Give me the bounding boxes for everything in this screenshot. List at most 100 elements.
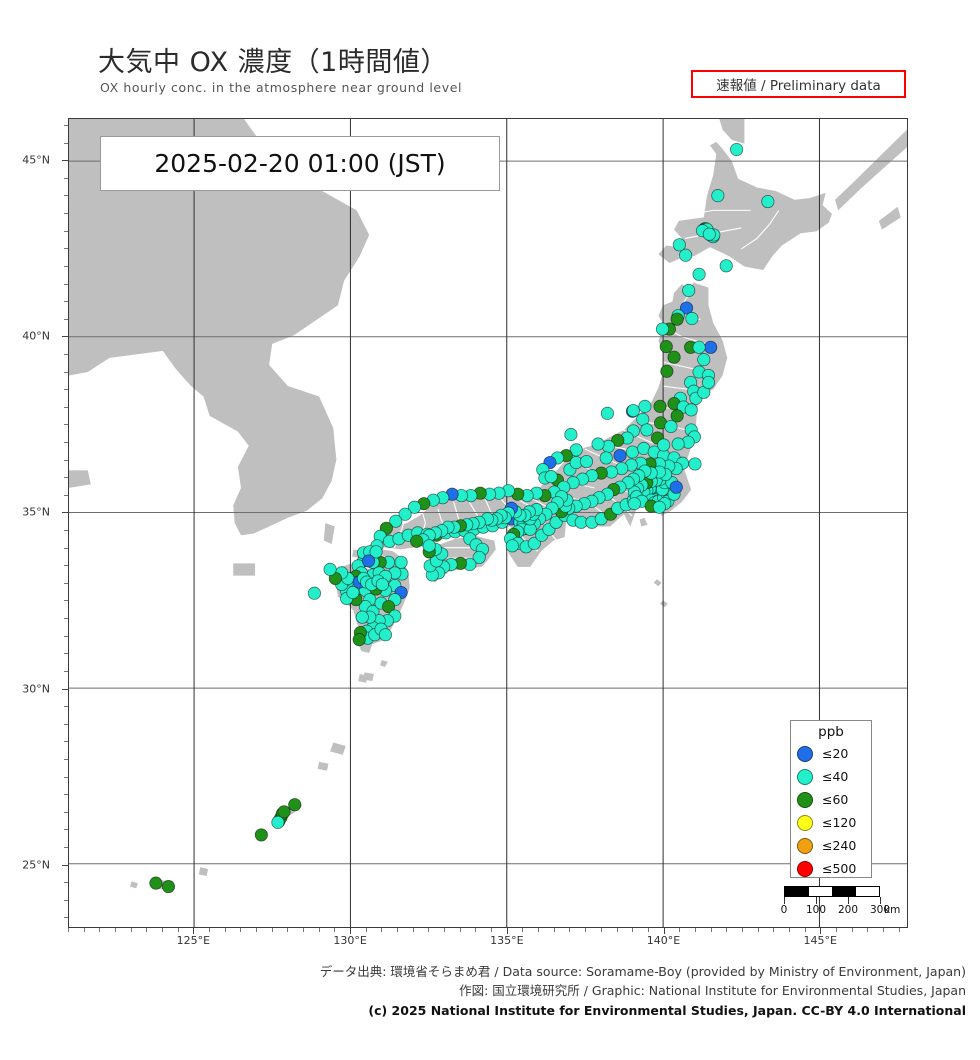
station-marker[interactable] (692, 267, 706, 281)
station-marker[interactable] (671, 437, 685, 451)
landmass-island-5 (330, 742, 346, 755)
station-marker[interactable] (704, 340, 718, 354)
station-marker[interactable] (679, 248, 693, 262)
station-marker[interactable] (254, 828, 268, 842)
station-marker[interactable] (613, 448, 627, 463)
station-marker[interactable] (277, 805, 291, 819)
x-axis-minor-tick (867, 928, 869, 932)
station-marker[interactable] (579, 454, 594, 469)
station-marker[interactable] (655, 322, 670, 336)
legend-swatch-icon (797, 768, 813, 785)
station-marker[interactable] (685, 311, 699, 326)
y-axis-tickmark (62, 864, 68, 866)
station-marker[interactable] (660, 364, 674, 378)
scale-label-2: 200 (837, 904, 859, 916)
x-axis-tick-label: 145°E (803, 934, 837, 947)
station-marker[interactable] (679, 301, 694, 315)
station-marker[interactable] (692, 340, 706, 354)
station-marker[interactable] (527, 536, 541, 550)
station-marker[interactable] (564, 427, 578, 442)
scale-seg-4 (855, 887, 879, 896)
station-marker[interactable] (611, 433, 625, 447)
station-marker[interactable] (544, 470, 558, 484)
station-marker[interactable] (730, 142, 744, 157)
station-marker[interactable] (684, 403, 698, 417)
legend-title: ppb (818, 724, 844, 740)
station-marker[interactable] (549, 515, 563, 529)
station-marker[interactable] (149, 876, 163, 890)
station-marker[interactable] (288, 798, 302, 812)
station-marker[interactable] (697, 353, 711, 367)
station-marker[interactable] (659, 340, 673, 354)
y-axis-tick-label: 30°N (22, 682, 50, 696)
scale-tick-2 (848, 897, 849, 904)
legend-item-label: ≤20 (822, 746, 849, 761)
y-axis-minor-tick (64, 177, 68, 179)
station-marker[interactable] (626, 403, 640, 418)
station-marker[interactable] (505, 539, 519, 553)
x-axis-minor-tick (130, 928, 132, 932)
station-marker[interactable] (307, 586, 321, 600)
scale-bar: km 0 100 200 300 (781, 886, 900, 918)
station-marker[interactable] (362, 554, 376, 568)
station-marker[interactable] (398, 507, 412, 521)
landmass-kurils (835, 129, 907, 211)
station-marker[interactable] (271, 815, 285, 829)
station-marker[interactable] (652, 500, 666, 514)
station-marker[interactable] (688, 457, 702, 471)
station-marker[interactable] (369, 545, 383, 559)
station-marker[interactable] (719, 259, 733, 273)
y-axis-minor-tick (64, 582, 68, 584)
station-marker[interactable] (346, 585, 360, 600)
x-axis-tick-label: 140°E (646, 934, 681, 947)
station-marker[interactable] (422, 539, 436, 553)
station-marker[interactable] (667, 350, 681, 364)
map-plot-area[interactable] (68, 118, 908, 928)
station-marker[interactable] (664, 419, 678, 434)
station-marker[interactable] (653, 399, 667, 413)
station-marker[interactable] (669, 480, 683, 494)
legend-swatch-icon (797, 860, 813, 877)
station-marker[interactable] (381, 600, 396, 614)
station-marker[interactable] (670, 312, 684, 326)
landmass-island-9 (198, 867, 209, 877)
x-axis-minor-tick (741, 928, 743, 932)
station-marker[interactable] (352, 633, 366, 647)
station-marker[interactable] (625, 445, 640, 459)
scale-bar-segments (784, 886, 880, 897)
station-marker[interactable] (407, 500, 422, 514)
y-axis-minor-tick (64, 847, 68, 848)
station-marker[interactable] (627, 497, 641, 511)
x-axis-minor-tick (68, 928, 69, 932)
scale-seg-1 (785, 887, 809, 896)
station-marker[interactable] (323, 562, 337, 576)
x-axis-minor-tick (804, 928, 806, 932)
station-marker[interactable] (591, 437, 605, 451)
station-marker[interactable] (599, 451, 613, 465)
station-marker[interactable] (378, 628, 393, 642)
landmass-island-0 (323, 523, 335, 545)
scale-bar-ticks (784, 897, 881, 904)
station-marker[interactable] (389, 514, 403, 528)
station-marker[interactable] (657, 438, 671, 452)
station-marker[interactable] (375, 577, 389, 592)
station-marker[interactable] (355, 610, 369, 624)
station-marker[interactable] (472, 550, 486, 564)
station-marker[interactable] (600, 406, 614, 420)
station-marker[interactable] (701, 375, 716, 390)
station-marker[interactable] (672, 238, 686, 252)
station-marker[interactable] (670, 409, 684, 423)
station-marker[interactable] (761, 195, 775, 209)
station-marker[interactable] (711, 189, 725, 203)
station-marker[interactable] (638, 399, 652, 413)
station-marker[interactable] (161, 880, 176, 894)
station-marker[interactable] (702, 227, 716, 241)
y-axis-tickmark (62, 336, 68, 338)
y-axis-tickmark (62, 688, 68, 690)
station-marker[interactable] (640, 423, 654, 437)
station-marker[interactable] (682, 283, 696, 298)
landmass-island-2 (639, 517, 648, 527)
x-axis-minor-tick (491, 928, 493, 932)
station-marker[interactable] (410, 534, 424, 548)
legend-panel: ppb ≤20 ≤40 ≤60 ≤120 ≤240 ≤500 (790, 720, 872, 878)
